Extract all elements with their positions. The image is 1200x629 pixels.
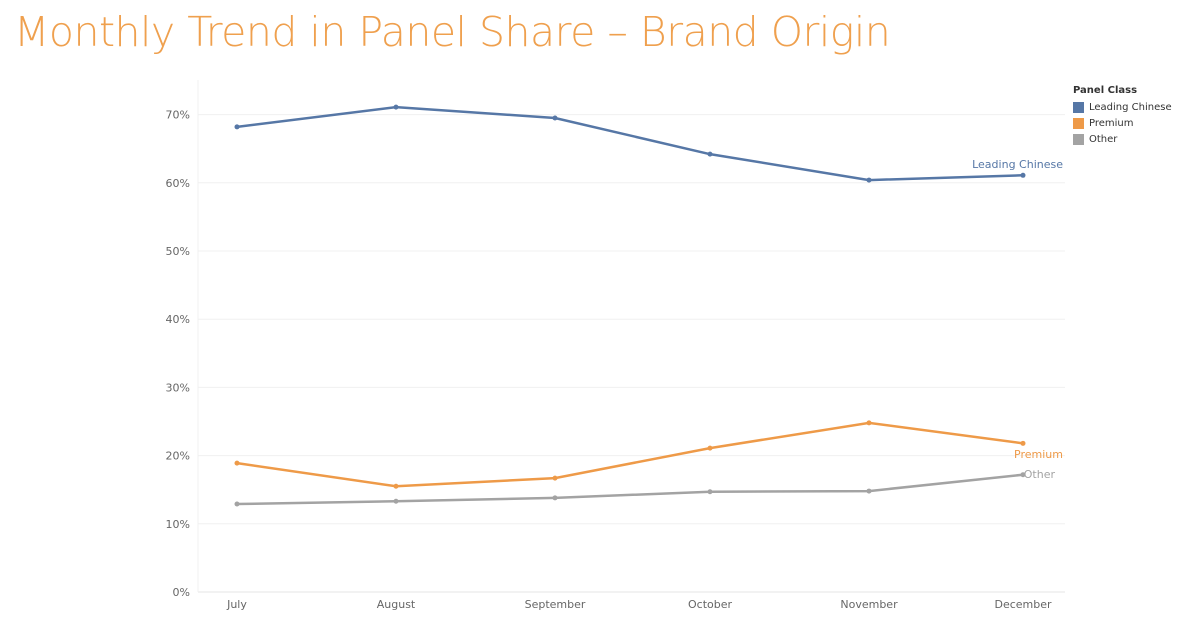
legend-label: Leading Chinese (1089, 101, 1172, 113)
series-line (236, 105, 1024, 182)
series-line (236, 473, 1024, 506)
y-tick-label: 70% (166, 109, 190, 122)
x-tick-label: October (688, 598, 732, 611)
data-point (393, 498, 399, 504)
data-point (393, 104, 399, 110)
y-tick-label: 30% (166, 381, 190, 394)
data-point (393, 483, 399, 489)
legend-swatch (1073, 117, 1084, 129)
series-end-label: Other (1024, 468, 1056, 481)
data-point (234, 460, 240, 466)
series-line (236, 421, 1024, 488)
x-tick-label: December (994, 598, 1052, 611)
data-point (234, 124, 240, 130)
y-tick-label: 20% (166, 450, 190, 463)
data-point (707, 489, 713, 495)
y-tick-label: 10% (166, 518, 190, 531)
legend-label: Other (1089, 133, 1118, 145)
data-point (866, 177, 872, 183)
y-tick-label: 60% (166, 177, 190, 190)
data-point (234, 501, 240, 507)
legend-item[interactable]: Leading Chinese (1073, 99, 1172, 115)
data-point (552, 115, 558, 121)
series-end-label: Leading Chinese (972, 158, 1063, 171)
y-tick-label: 0% (173, 586, 190, 599)
data-point (866, 420, 872, 426)
legend-title: Panel Class (1073, 85, 1138, 96)
legend-swatch (1073, 133, 1084, 145)
legend-label: Premium (1089, 117, 1134, 129)
legend-swatch (1073, 101, 1084, 113)
y-tick-label: 40% (166, 313, 190, 326)
data-point (1020, 172, 1026, 178)
legend: Panel Class Leading Chinese Premium Other (1073, 85, 1172, 147)
x-tick-label: November (840, 598, 898, 611)
legend-item[interactable]: Other (1073, 131, 1172, 147)
data-point (552, 495, 558, 501)
data-point (552, 475, 558, 481)
x-tick-label: September (525, 598, 586, 611)
y-tick-label: 50% (166, 245, 190, 258)
data-point (707, 151, 713, 157)
data-point (1020, 472, 1026, 478)
x-tick-label: August (377, 598, 416, 611)
data-point (866, 488, 872, 494)
data-point (707, 445, 713, 451)
chart-title: Monthly Trend in Panel Share – Brand Ori… (14, 8, 891, 56)
x-tick-label: July (226, 598, 247, 611)
data-point (1020, 440, 1026, 446)
legend-item[interactable]: Premium (1073, 115, 1172, 131)
series-end-label: Premium (1014, 448, 1063, 461)
